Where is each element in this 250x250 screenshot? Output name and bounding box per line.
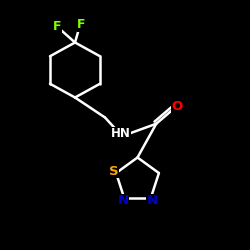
Text: F: F xyxy=(53,20,62,33)
Text: HN: HN xyxy=(111,127,131,140)
Text: F: F xyxy=(77,18,86,31)
Text: S: S xyxy=(109,164,118,177)
Text: O: O xyxy=(172,100,183,113)
Text: N: N xyxy=(146,194,158,207)
Text: N: N xyxy=(118,194,128,207)
